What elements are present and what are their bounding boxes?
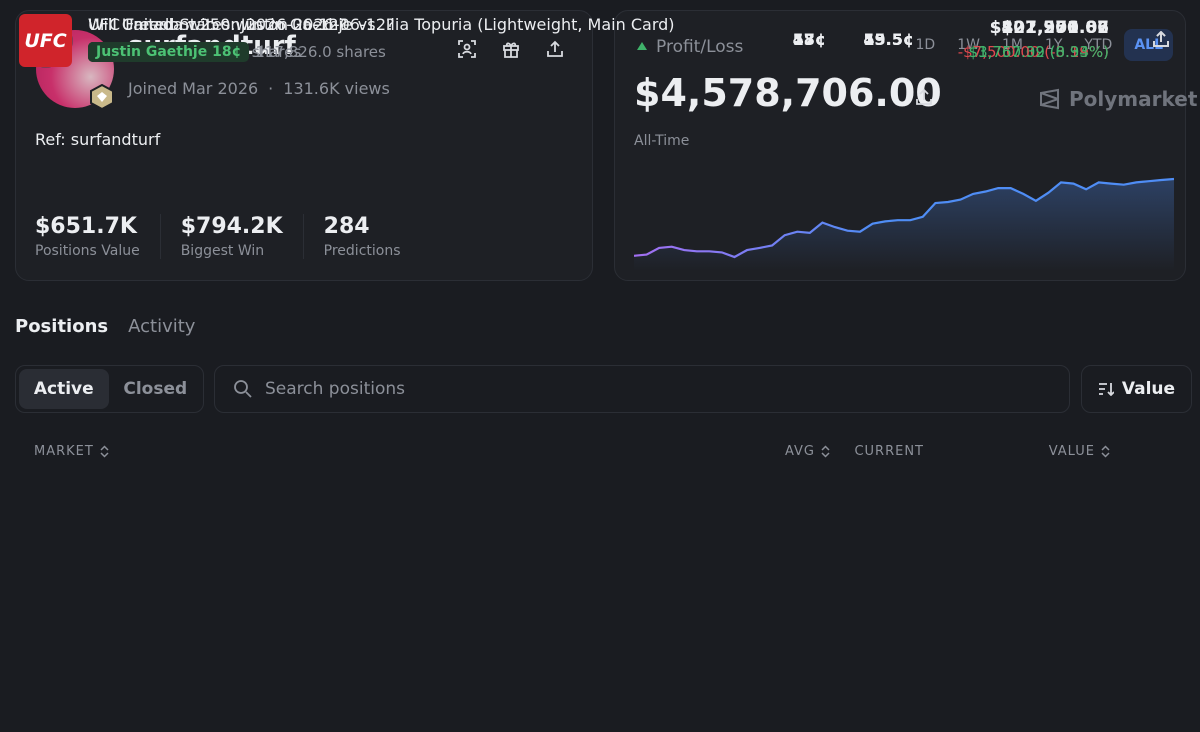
position-pnl: $3,750.02 (0.94%) [968, 43, 1109, 61]
current-price: 19.5¢ [863, 30, 914, 49]
column-label: CURRENT [854, 444, 924, 459]
filter-tab[interactable]: Closed [123, 379, 188, 399]
pnl-chart [634, 177, 1174, 271]
avg-price: 53¢ [792, 30, 826, 49]
period: All-Time [634, 133, 690, 149]
market-title: UFC Freedom 250: Justin Gaethje vs. Ilia… [88, 15, 675, 34]
joined: Joined Mar 2026 [128, 79, 259, 98]
column-header: CURRENT [854, 444, 924, 459]
meta: Joined Mar 2026 · 131.6K views [128, 79, 390, 98]
search-icon [234, 380, 252, 398]
range-tab[interactable]: 1D [915, 37, 936, 53]
sort-button[interactable]: Value [1081, 365, 1192, 413]
filter-group: Active Closed [15, 365, 204, 413]
stat: $794.2K Biggest Win [159, 214, 303, 259]
filter-tab[interactable]: Active [19, 369, 109, 409]
tabs: Positions Activity [15, 316, 195, 337]
stat: 284 Predictions [302, 214, 421, 259]
share-position[interactable] [1153, 31, 1169, 47]
share-pnl[interactable] [911, 84, 937, 110]
range-tab[interactable]: 1M [1001, 37, 1023, 53]
shares: 117,826.0 shares [255, 43, 386, 61]
stat-value: 284 [323, 214, 370, 239]
position-detail: Justin Gaethje 18¢ 117,826.0 shares [88, 42, 386, 62]
pnl-line [634, 177, 1174, 259]
sort-chevrons [821, 445, 830, 458]
up-triangle [637, 42, 647, 50]
outcome-chip: Justin Gaethje 18¢ [88, 42, 250, 62]
logo-text: UFC [24, 29, 67, 52]
range-tabs: 1D 1W 1M 1Y YTD ALL [906, 29, 1173, 61]
position-value: $401,251.82 [989, 18, 1109, 38]
position-value: $227,500.06 [989, 18, 1109, 38]
tab[interactable]: Positions [15, 316, 109, 337]
brand: Polymarket [1069, 87, 1198, 111]
scan-button[interactable] [454, 36, 480, 62]
position-value: $22,976.07 [1001, 18, 1109, 38]
search-placeholder: Search positions [265, 379, 406, 399]
range-tab[interactable]: 1Y [1044, 37, 1063, 53]
position-pnl: -$7,500.00 (-3.19%) [957, 43, 1109, 61]
column-label: AVG [784, 444, 815, 459]
column-label: VALUE [1048, 444, 1095, 459]
stat-label: Biggest Win [180, 243, 265, 259]
pnl-area [634, 179, 1174, 271]
avg-price: 47¢ [792, 30, 826, 49]
current-price: 45.5¢ [863, 30, 914, 49]
avg-price: 18¢ [792, 30, 826, 49]
ref: Ref: surfandturf [35, 130, 161, 149]
column-header[interactable]: VALUE [1049, 444, 1110, 459]
share-button[interactable] [542, 36, 568, 62]
range-tab[interactable]: 1W [957, 37, 980, 53]
stat-label: Predictions [323, 243, 401, 259]
pnl-label: Profit/Loss [656, 37, 744, 57]
gift-button[interactable] [498, 36, 524, 62]
market-title: Will Canada win on 2026-06-12? [88, 15, 348, 34]
column-header[interactable]: AVG [785, 444, 830, 459]
stat-label: Positions Value [35, 243, 140, 259]
pnl-amount: $4,578,706.00 [634, 71, 942, 115]
sort-chevrons [1101, 445, 1110, 458]
sort-chevrons [100, 445, 109, 458]
range-tab[interactable]: ALL [1124, 29, 1173, 61]
current-price: 53.5¢ [863, 30, 914, 49]
market-title: Will United States win on 2026-06-12? [88, 15, 395, 34]
search-box[interactable]: Search positions [214, 365, 1070, 413]
stats: $651.7K Positions Value $794.2K Biggest Win… [35, 214, 421, 259]
column-label: MARKET [34, 444, 94, 459]
views: 131.6K views [283, 79, 390, 98]
stat-value: $794.2K [180, 214, 283, 239]
tab[interactable]: Activity [128, 316, 196, 337]
position-pnl: $1,767.39 (8.33%) [968, 43, 1109, 61]
stat: $651.7K Positions Value [35, 214, 160, 259]
stat-value: $651.7K [35, 214, 137, 239]
brand-logo [1040, 88, 1059, 110]
column-header[interactable]: MARKET [34, 444, 109, 459]
sort-label: Value [1121, 379, 1176, 399]
pnl-card: Profit/Loss 1D 1W 1M 1Y YTD ALL $4,578,706.00… [614, 10, 1197, 281]
market-logo: UFC [19, 14, 72, 67]
badge [90, 84, 114, 110]
range-tab[interactable]: YTD [1084, 37, 1113, 53]
